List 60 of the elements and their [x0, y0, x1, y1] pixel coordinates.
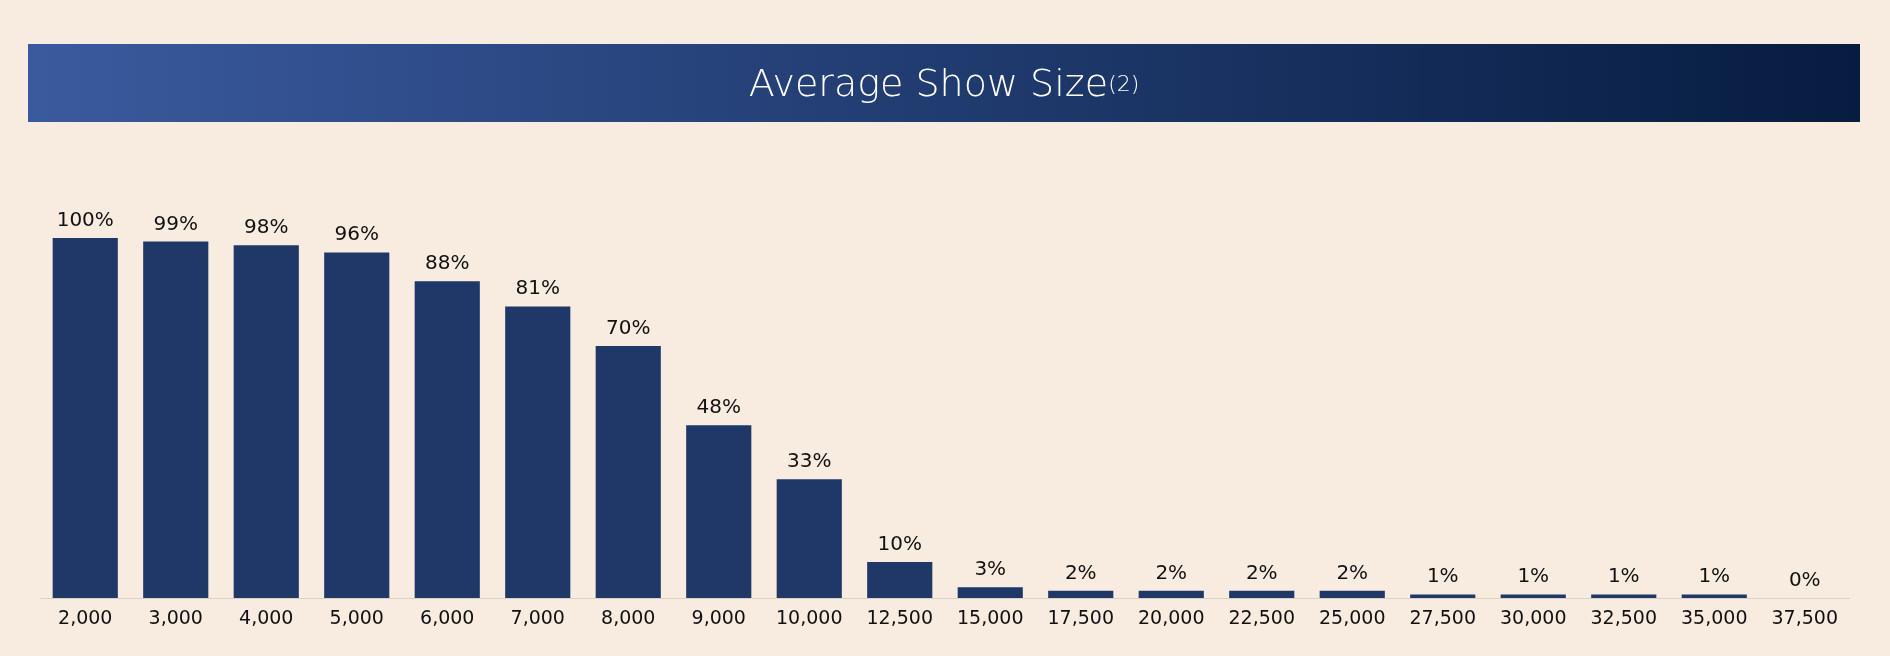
x-tick-label: 32,500: [1590, 605, 1657, 628]
x-tick-label: 12,500: [866, 605, 933, 628]
data-label: 48%: [696, 394, 741, 419]
data-label: 81%: [515, 275, 560, 300]
data-label: 10%: [877, 531, 922, 555]
x-tick-label: 5,000: [329, 605, 384, 628]
data-label: 2%: [1064, 559, 1097, 584]
x-tick-label: 10,000: [776, 605, 843, 628]
data-label: 70%: [606, 315, 651, 339]
data-label: 1%: [1426, 563, 1459, 588]
data-label: 2%: [1245, 559, 1278, 584]
data-label: 33%: [787, 448, 832, 473]
x-tick-label: 35,000: [1681, 605, 1748, 628]
x-tick-label: 27,500: [1409, 605, 1476, 628]
bar: [143, 241, 209, 598]
data-label: 0%: [1788, 567, 1821, 591]
x-tick-label: 15,000: [957, 605, 1024, 628]
data-label: 100%: [56, 207, 114, 231]
x-tick-label: 30,000: [1500, 605, 1567, 628]
data-label: 2%: [1155, 559, 1188, 584]
bar: [1681, 594, 1747, 598]
data-label: 2%: [1336, 559, 1369, 584]
x-tick-label: 6,000: [420, 605, 475, 628]
bar: [1500, 594, 1566, 598]
data-label: 98%: [244, 214, 289, 239]
chart-title: Average Show Size$^{(2)}$: [28, 44, 1860, 122]
bar: [1319, 590, 1385, 598]
bar: [957, 587, 1023, 598]
x-tick-label: 2,000: [58, 605, 113, 628]
bar: [505, 306, 571, 598]
bar: [1048, 590, 1114, 598]
data-label: 1%: [1698, 563, 1731, 588]
x-tick-label: 4,000: [239, 605, 294, 628]
bar: [1410, 594, 1476, 598]
x-tick-label: 37,500: [1771, 605, 1838, 628]
bar: [414, 281, 480, 598]
bar: [52, 238, 118, 598]
x-tick-label: 20,000: [1138, 605, 1205, 628]
data-label: 99%: [153, 210, 198, 235]
data-label: 1%: [1517, 563, 1550, 588]
x-tick-label: 9,000: [691, 605, 746, 628]
data-label: 88%: [425, 250, 470, 275]
bar: [595, 346, 661, 598]
x-tick-label: 25,000: [1319, 605, 1386, 628]
data-label: 96%: [334, 221, 379, 246]
x-tick-label: 17,500: [1047, 605, 1114, 628]
bar: [867, 562, 933, 598]
bar: [1138, 590, 1204, 598]
x-tick-label: 8,000: [601, 605, 656, 628]
data-label: 1%: [1607, 563, 1640, 588]
bar: [233, 245, 299, 598]
bar: [776, 479, 842, 598]
x-tick-label: 7,000: [510, 605, 565, 628]
x-tick-label: 3,000: [148, 605, 203, 628]
bar: [1591, 594, 1657, 598]
bar: [324, 252, 390, 598]
x-tick-label: 22,500: [1228, 605, 1295, 628]
bar: [1229, 590, 1295, 598]
bar: [686, 425, 752, 598]
data-label: 3%: [974, 556, 1007, 581]
